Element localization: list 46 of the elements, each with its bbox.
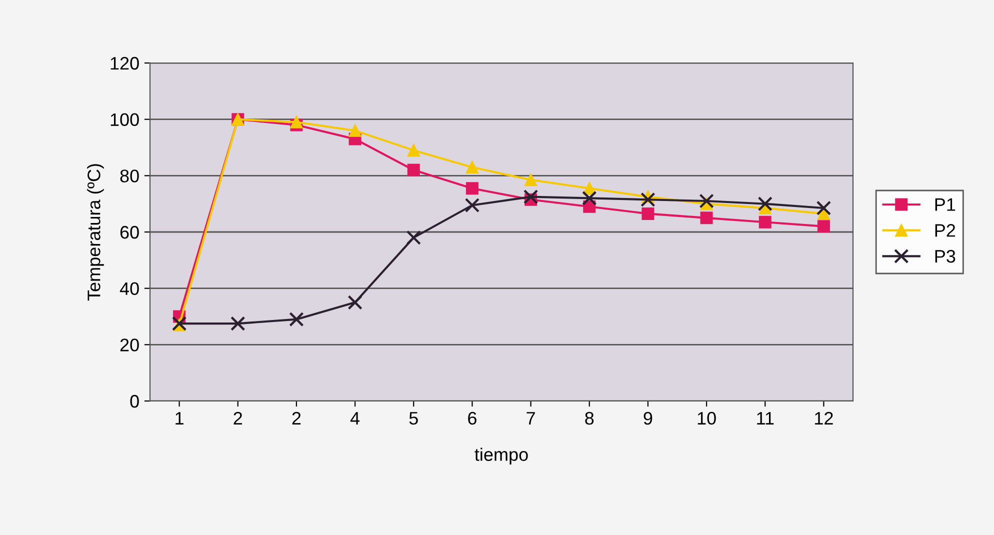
point xyxy=(816,200,832,216)
point xyxy=(466,160,478,174)
x-axis-title: tiempo xyxy=(474,448,528,465)
y-tick-label: 60 xyxy=(120,226,139,239)
x-tick-label: 7 xyxy=(526,412,535,424)
legend-label: P2 xyxy=(935,224,956,237)
point xyxy=(290,116,303,128)
x-tick-label: 8 xyxy=(585,412,594,425)
point xyxy=(817,220,830,233)
x-tick-label: 9 xyxy=(644,412,652,425)
point xyxy=(523,189,538,204)
point xyxy=(348,124,362,137)
point xyxy=(348,295,362,310)
y-tick-label: 0 xyxy=(130,394,139,408)
point xyxy=(230,316,246,331)
point xyxy=(640,192,656,207)
x-tick-label: 12 xyxy=(815,412,833,424)
point xyxy=(642,207,654,220)
y-tick-label: 100 xyxy=(110,113,139,126)
point xyxy=(289,312,304,327)
point xyxy=(464,198,480,213)
y-tick-label: 40 xyxy=(120,282,139,296)
point xyxy=(524,174,538,186)
x-tick-label: 11 xyxy=(757,412,774,424)
legend-label: P1 xyxy=(935,198,956,211)
x-tick-label: 1 xyxy=(176,412,184,424)
x-tick-label: 4 xyxy=(350,412,360,424)
y-tick-label: 120 xyxy=(110,56,139,70)
y-tick-label: 80 xyxy=(120,170,139,182)
point xyxy=(466,182,478,195)
x-tick-label: 2 xyxy=(292,412,301,424)
y-axis-title: Temperatura (ºC) xyxy=(87,164,104,301)
point xyxy=(407,164,420,176)
y-tick-label: 20 xyxy=(120,338,139,352)
x-tick-label: 2 xyxy=(234,412,242,424)
point xyxy=(758,216,772,228)
point xyxy=(582,190,597,206)
x-tick-label: 5 xyxy=(409,412,418,425)
x-tick-label: 10 xyxy=(698,412,716,425)
point xyxy=(699,194,714,208)
legend-label: P3 xyxy=(935,250,956,263)
x-tick-label: 6 xyxy=(468,412,476,425)
point xyxy=(758,196,772,212)
point xyxy=(406,230,421,245)
point xyxy=(407,144,420,157)
point xyxy=(700,212,713,224)
